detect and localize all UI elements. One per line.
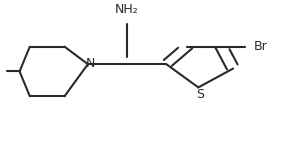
Text: S: S (196, 88, 204, 101)
Text: N: N (86, 57, 95, 70)
Text: Br: Br (253, 40, 267, 53)
Text: NH₂: NH₂ (115, 3, 139, 16)
